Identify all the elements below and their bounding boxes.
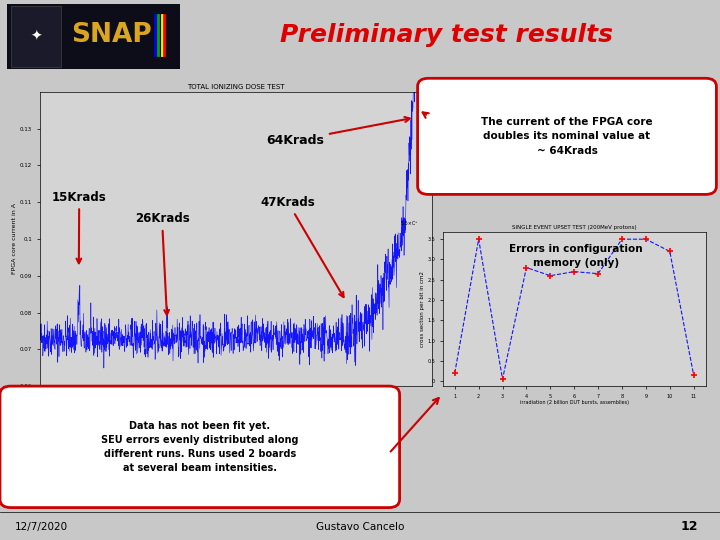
Text: 47Krads: 47Krads [261,196,343,297]
Text: Data has not been fit yet.
SEU errors evenly distributed along
different runs. R: Data has not been fit yet. SEU errors ev… [101,421,299,473]
FancyBboxPatch shape [418,78,716,194]
Y-axis label: cross section per bit in cm2: cross section per bit in cm2 [420,271,425,347]
FancyBboxPatch shape [11,6,61,67]
Title: SINGLE EVENT UPSET TEST (200MeV protons): SINGLE EVENT UPSET TEST (200MeV protons) [512,225,636,231]
Text: ✦: ✦ [30,30,42,43]
Text: 15Krads: 15Krads [52,191,107,264]
Text: 12/7/2020: 12/7/2020 [14,522,68,532]
FancyBboxPatch shape [0,386,400,508]
Y-axis label: FPGA core current in A: FPGA core current in A [12,204,17,274]
Text: 64Krads: 64Krads [266,117,410,147]
Text: 26Krads: 26Krads [135,212,189,315]
Text: Gustavo Cancelo: Gustavo Cancelo [316,522,404,532]
Text: 5.5×C⁸: 5.5×C⁸ [401,221,418,226]
Title: TOTAL IONIZING DOSE TEST: TOTAL IONIZING DOSE TEST [187,84,284,90]
Text: The current of the FPGA core
doubles its nominal value at
~ 64Krads: The current of the FPGA core doubles its… [481,117,653,156]
Text: 12: 12 [681,520,698,533]
Text: SNAP: SNAP [71,22,152,48]
FancyBboxPatch shape [7,4,180,69]
Text: Errors in configuration
memory (only): Errors in configuration memory (only) [509,245,643,268]
X-axis label: index of measurements: index of measurements [199,400,273,405]
X-axis label: irradiation (2 billion DUT bursts, assemblies): irradiation (2 billion DUT bursts, assem… [520,400,629,405]
Text: Preliminary test results: Preliminary test results [280,23,613,47]
